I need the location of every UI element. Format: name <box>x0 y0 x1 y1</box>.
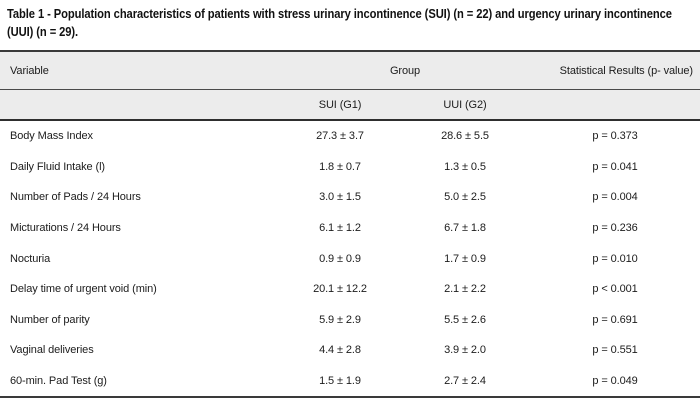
uui-value-cell: 3.9 ± 2.0 <box>444 344 486 357</box>
pvalue-cell: p = 0.551 <box>592 344 638 357</box>
table-row: Vaginal deliveries 4.4 ± 2.8 3.9 ± 2.0 p… <box>0 335 700 366</box>
table-row: Nocturia 0.9 ± 0.9 1.7 ± 0.9 p = 0.010 <box>0 243 700 274</box>
population-characteristics-table: Variable Group Statistical Results (p- v… <box>0 50 700 399</box>
sui-value-cell: 6.1 ± 1.2 <box>319 222 361 235</box>
header-subgroup-spacer-right <box>530 90 700 119</box>
table-caption: Table 1 - Population characteristics of … <box>0 0 700 41</box>
sui-value-cell: 1.5 ± 1.9 <box>319 375 361 388</box>
variable-cell: Nocturia <box>10 252 51 265</box>
variable-cell: Number of parity <box>10 313 90 326</box>
table-row: Delay time of urgent void (min) 20.1 ± 1… <box>0 273 700 305</box>
variable-cell: Number of Pads / 24 Hours <box>10 191 141 204</box>
header-sui-g1: SUI (G1) <box>318 98 362 111</box>
uui-value-cell: 5.5 ± 2.6 <box>444 313 486 326</box>
table-caption-line2: (UUI) (n = 29). <box>7 24 79 39</box>
table-header: Variable Group Statistical Results (p- v… <box>0 52 700 121</box>
table-row: Daily Fluid Intake (l) 1.8 ± 0.7 1.3 ± 0… <box>0 151 700 183</box>
uui-value-cell: 6.7 ± 1.8 <box>444 222 486 235</box>
table-row: Number of parity 5.9 ± 2.9 5.5 ± 2.6 p =… <box>0 304 700 336</box>
table-row: Micturations / 24 Hours 6.1 ± 1.2 6.7 ± … <box>0 212 700 244</box>
sui-value-cell: 0.9 ± 0.9 <box>319 252 361 265</box>
sui-value-cell: 5.9 ± 2.9 <box>319 313 361 326</box>
table-body: Body Mass Index 27.3 ± 3.7 28.6 ± 5.5 p … <box>0 121 700 397</box>
pvalue-cell: p = 0.691 <box>592 313 638 326</box>
variable-cell: Delay time of urgent void (min) <box>10 283 157 296</box>
pvalue-cell: p = 0.236 <box>592 222 638 235</box>
header-variable: Variable <box>10 64 49 77</box>
variable-cell: Vaginal deliveries <box>10 344 94 357</box>
header-statistical-results: Statistical Results (p- value) <box>559 64 693 77</box>
uui-value-cell: 1.7 ± 0.9 <box>444 252 486 265</box>
pvalue-cell: p = 0.373 <box>592 130 638 143</box>
table-row: Number of Pads / 24 Hours 3.0 ± 1.5 5.0 … <box>0 182 700 213</box>
header-uui-g2: UUI (G2) <box>443 98 487 111</box>
variable-cell: Micturations / 24 Hours <box>10 222 121 235</box>
table-row: 60-min. Pad Test (g) 1.5 ± 1.9 2.7 ± 2.4… <box>0 365 700 397</box>
variable-cell: 60-min. Pad Test (g) <box>10 375 107 388</box>
header-subgroup-spacer-left <box>0 90 280 119</box>
uui-value-cell: 2.1 ± 2.2 <box>444 283 486 296</box>
pvalue-cell: p = 0.049 <box>592 375 638 388</box>
table-row: Body Mass Index 27.3 ± 3.7 28.6 ± 5.5 p … <box>0 121 700 152</box>
sui-value-cell: 27.3 ± 3.7 <box>316 130 364 143</box>
uui-value-cell: 5.0 ± 2.5 <box>444 191 486 204</box>
header-group: Group <box>389 64 421 77</box>
sui-value-cell: 1.8 ± 0.7 <box>319 160 361 173</box>
pvalue-cell: p = 0.010 <box>592 252 638 265</box>
pvalue-cell: p = 0.041 <box>592 160 638 173</box>
variable-cell: Body Mass Index <box>10 130 93 143</box>
table-caption-line1: Table 1 - Population characteristics of … <box>7 6 672 21</box>
sui-value-cell: 3.0 ± 1.5 <box>319 191 361 204</box>
uui-value-cell: 28.6 ± 5.5 <box>441 130 489 143</box>
pvalue-cell: p < 0.001 <box>592 283 638 296</box>
pvalue-cell: p = 0.004 <box>592 191 638 204</box>
header-row-top: Variable Group Statistical Results (p- v… <box>0 52 700 90</box>
header-row-subgroups: SUI (G1) UUI (G2) <box>0 90 700 119</box>
uui-value-cell: 1.3 ± 0.5 <box>444 160 486 173</box>
uui-value-cell: 2.7 ± 2.4 <box>444 375 486 388</box>
variable-cell: Daily Fluid Intake (l) <box>10 160 105 173</box>
sui-value-cell: 20.1 ± 12.2 <box>313 283 367 296</box>
sui-value-cell: 4.4 ± 2.8 <box>319 344 361 357</box>
